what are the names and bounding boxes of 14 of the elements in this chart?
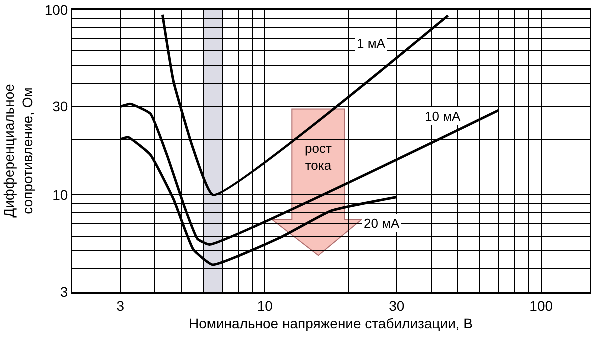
series-label: 10 мА — [425, 109, 462, 124]
y-tick-label: 30 — [52, 98, 68, 115]
x-tick-label: 10 — [257, 298, 274, 314]
series-label: 20 мА — [364, 216, 400, 231]
y-tick-label: 100 — [44, 2, 68, 18]
y-tick-label: 3 — [60, 284, 68, 300]
x-axis-title: Номинальное напряжение стабилизации, В — [188, 316, 474, 332]
series-label: 1 мА — [357, 36, 386, 51]
x-tick-label: 100 — [530, 298, 554, 314]
x-tick-label: 30 — [389, 298, 405, 314]
y-tick-label: 10 — [52, 187, 68, 204]
annotation: рост тока — [305, 141, 332, 173]
x-tick-label: 3 — [116, 298, 125, 314]
y-axis-title: Дифференциальное сопротивление, Ом — [1, 84, 36, 218]
